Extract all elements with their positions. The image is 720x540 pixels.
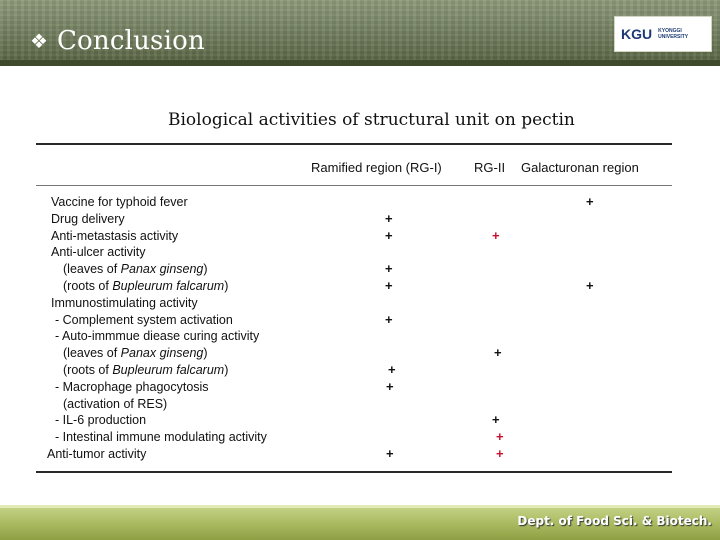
row-label-text: Immunostimulating activity (51, 295, 198, 310)
slide-title: ❖ Conclusion (30, 26, 205, 56)
row-label: (leaves of Panax ginseng) (63, 261, 208, 277)
row-label-text: - IL-6 production (55, 413, 147, 428)
row-label: - Complement system activation (55, 312, 233, 328)
footer-highlight (0, 505, 720, 508)
row-label: (activation of RES) (63, 396, 167, 412)
activity-mark-rg1: + (386, 378, 394, 394)
row-label: (roots of Bupleurum falcarum) (63, 362, 228, 378)
logo-sub-line1: KYONGGI (658, 28, 682, 34)
row-label-part: (leaves of (63, 262, 121, 277)
row-label-text: - Complement system activation (55, 312, 233, 327)
row-label-text: - Intestinal immune modulating activity (55, 430, 267, 445)
species-name: Bupleurum falcarum (112, 279, 225, 293)
row-label: Drug delivery (51, 211, 125, 227)
activity-mark-rg2: + (496, 429, 504, 445)
header-bar (0, 0, 720, 66)
row-label: (roots of Bupleurum falcarum) (63, 278, 228, 294)
diamond-bullet-icon: ❖ (30, 29, 48, 53)
column-header-galacturonan: Galacturonan region (521, 160, 639, 175)
activity-mark-gal: + (586, 278, 594, 293)
column-header-rg2: RG-II (474, 160, 506, 175)
activity-mark-rg1: + (386, 446, 394, 461)
university-logo: KGU KYONGGI UNIVERSITY (614, 16, 712, 52)
logo-subtext: KYONGGI UNIVERSITY (658, 28, 688, 40)
row-label: - Macrophage phagocytosis (55, 379, 209, 395)
activity-mark-rg2: + (492, 227, 500, 243)
activity-mark-rg1: + (388, 362, 396, 377)
logo-sub-line2: UNIVERSITY (658, 34, 689, 40)
row-label: - Intestinal immune modulating activity (55, 429, 267, 445)
table-top-rule (36, 143, 672, 145)
table-bottom-rule (36, 471, 672, 473)
activity-mark-rg2: + (494, 345, 502, 361)
row-label: (leaves of Panax ginseng) (63, 345, 208, 361)
species-name: Bupleurum falcarum (112, 363, 225, 377)
activity-mark-rg2: + (492, 412, 500, 428)
footer-bar (0, 505, 720, 540)
row-label: Anti-tumor activity (47, 446, 146, 462)
header-texture (0, 0, 720, 66)
row-label: Anti-ulcer activity (51, 244, 145, 260)
row-label-part: ) (224, 279, 229, 293)
row-label-text: Drug delivery (51, 211, 125, 226)
activity-mark-rg1: + (385, 311, 393, 327)
activity-mark-rg2: + (496, 446, 504, 461)
row-label-text: Anti-tumor activity (47, 447, 147, 461)
table-header-rule (36, 185, 672, 186)
header-band (0, 60, 720, 66)
row-label-part: (roots of (63, 279, 113, 293)
row-label: - IL-6 production (55, 412, 146, 428)
department-label: Dept. of Food Sci. & Biotech. (517, 514, 712, 528)
row-label-text: Anti-ulcer activity (51, 245, 146, 260)
row-label-text: Vaccine for typhoid fever (51, 195, 188, 209)
logo-mark: KGU (621, 26, 653, 42)
row-label-text: - Macrophage phagocytosis (55, 379, 209, 394)
row-label: Immunostimulating activity (51, 295, 198, 311)
activity-mark-rg1: + (385, 227, 393, 243)
title-text: Conclusion (56, 26, 205, 56)
row-label: Vaccine for typhoid fever (51, 194, 188, 210)
column-header-rg1: Ramified region (RG-I) (311, 160, 442, 175)
activity-mark-rg1: + (385, 278, 393, 293)
species-name: Panax ginseng (120, 346, 204, 361)
activity-mark-gal: + (586, 194, 594, 209)
row-label-part: (roots of (63, 363, 113, 377)
table-caption: Biological activities of structural unit… (168, 110, 575, 130)
row-label-part: ) (203, 346, 208, 361)
row-label-text: (activation of RES) (63, 396, 168, 411)
row-label-part: (leaves of (63, 346, 121, 361)
row-label-text: - Auto-immmue diease curing activity (55, 329, 260, 344)
row-label-part: ) (203, 262, 208, 277)
row-label-text: Anti-metastasis activity (51, 228, 179, 243)
row-label: Anti-metastasis activity (51, 228, 178, 244)
activity-mark-rg1: + (385, 261, 393, 277)
row-label-part: ) (224, 363, 229, 377)
species-name: Panax ginseng (120, 262, 204, 277)
row-label: - Auto-immmue diease curing activity (55, 328, 259, 344)
activity-mark-rg1: + (385, 210, 393, 226)
